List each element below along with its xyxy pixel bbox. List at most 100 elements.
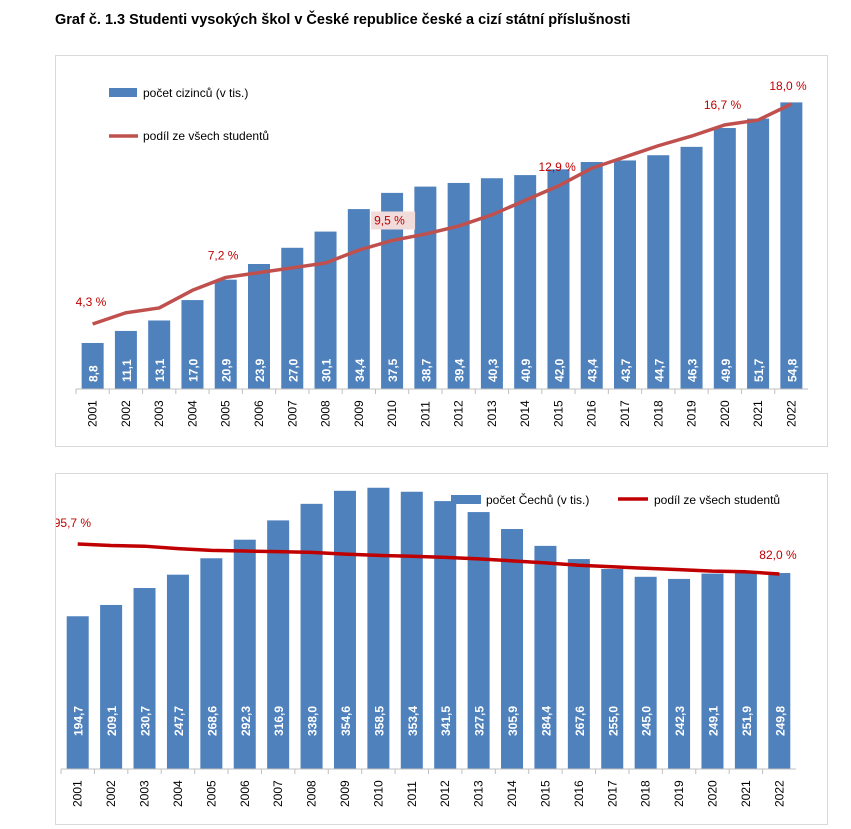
bar bbox=[514, 175, 537, 389]
bar bbox=[713, 128, 736, 389]
bar-value-label: 354,6 bbox=[339, 706, 353, 736]
bar-value-label: 43,4 bbox=[586, 358, 600, 382]
share-line bbox=[92, 102, 793, 326]
x-tick-label: 2022 bbox=[784, 400, 798, 427]
bar-value-label: 194,7 bbox=[72, 706, 86, 736]
x-tick-label: 2004 bbox=[185, 400, 199, 427]
x-tick-label: 2003 bbox=[152, 400, 166, 427]
bar bbox=[601, 568, 624, 769]
bar-value-label: 358,5 bbox=[372, 706, 386, 736]
x-tick-label: 2005 bbox=[219, 400, 233, 427]
bar-value-label: 268,6 bbox=[205, 706, 219, 736]
x-tick-label: 2014 bbox=[518, 400, 532, 427]
x-tick-label: 2012 bbox=[438, 780, 452, 807]
line-annotation: 82,0 % bbox=[759, 548, 797, 562]
bar bbox=[66, 616, 89, 769]
bar bbox=[181, 300, 204, 389]
x-tick-label: 2013 bbox=[485, 400, 499, 427]
page-title: Graf č. 1.3 Studenti vysokých škol v Čes… bbox=[55, 12, 631, 28]
bar bbox=[248, 264, 270, 389]
x-tick-label: 2006 bbox=[252, 400, 266, 427]
bar-value-label: 42,0 bbox=[552, 358, 566, 382]
bar bbox=[647, 155, 670, 389]
line-annotation: 7,2 % bbox=[208, 248, 239, 262]
bar bbox=[634, 576, 657, 769]
legend-bar-label: počet cizinců (v tis.) bbox=[143, 86, 248, 100]
line-annotation: 9,5 % bbox=[374, 213, 405, 227]
annotation-highlight bbox=[371, 211, 416, 230]
bar-value-label: 44,7 bbox=[652, 358, 666, 382]
chart-czechs-panel: 194,7 209,1 230,7 247,7 268,6 292,3 316,9 338,0… bbox=[54, 473, 828, 825]
bar bbox=[534, 545, 557, 769]
bar-value-label: 284,4 bbox=[539, 706, 553, 736]
bar-value-label: 11,1 bbox=[120, 359, 134, 382]
x-tick-label: 2012 bbox=[452, 400, 466, 427]
bar-value-label: 38,7 bbox=[419, 358, 433, 382]
legend-bar-swatch bbox=[109, 88, 137, 97]
bar-value-label: 34,4 bbox=[353, 358, 367, 382]
bar bbox=[314, 231, 337, 389]
bar-value-label: 316,9 bbox=[272, 706, 286, 736]
bar bbox=[133, 588, 156, 769]
bar-value-label: 27,0 bbox=[286, 358, 300, 382]
legend-bar-label: počet Čechů (v tis.) bbox=[486, 492, 589, 507]
bar bbox=[434, 501, 457, 769]
bar bbox=[300, 503, 323, 769]
x-tick-label: 2015 bbox=[551, 400, 565, 427]
legend-line-label: podíl ze všech studentů bbox=[654, 493, 780, 507]
x-tick-label: 2013 bbox=[472, 780, 486, 807]
bar-value-label: 40,9 bbox=[519, 358, 533, 382]
bar-value-label: 17,0 bbox=[186, 358, 200, 382]
x-tick-label: 2001 bbox=[71, 780, 85, 807]
x-tick-label: 2007 bbox=[271, 780, 285, 807]
bar bbox=[447, 182, 470, 389]
x-tick-label: 2022 bbox=[772, 780, 786, 807]
legend-bar-swatch bbox=[451, 495, 481, 504]
x-tick-label: 2009 bbox=[338, 780, 352, 807]
bar-value-label: 20,9 bbox=[220, 358, 234, 382]
x-tick-label: 2016 bbox=[585, 400, 599, 427]
bar bbox=[668, 578, 691, 769]
bar-value-label: 249,1 bbox=[706, 706, 720, 736]
bar bbox=[614, 160, 636, 389]
bar-value-label: 305,9 bbox=[506, 706, 520, 736]
bar bbox=[701, 573, 724, 769]
x-tick-label: 2006 bbox=[238, 780, 252, 807]
bar bbox=[501, 529, 524, 769]
x-tick-label: 2019 bbox=[685, 400, 699, 427]
bar bbox=[734, 571, 757, 769]
x-tick-label: 2004 bbox=[171, 780, 185, 807]
x-tick-label: 2021 bbox=[751, 400, 765, 427]
bar-value-label: 46,3 bbox=[686, 358, 700, 382]
bar-value-label: 292,3 bbox=[239, 706, 253, 736]
bar bbox=[114, 330, 137, 389]
bar-value-label: 249,8 bbox=[773, 706, 787, 736]
bar bbox=[480, 178, 503, 389]
x-tick-label: 2014 bbox=[505, 780, 519, 807]
bar-value-label: 251,9 bbox=[740, 706, 754, 736]
x-tick-label: 2019 bbox=[672, 780, 686, 807]
bar bbox=[200, 558, 223, 769]
line-annotation: 4,3 % bbox=[76, 295, 107, 309]
bar-value-label: 40,3 bbox=[486, 358, 500, 382]
x-tick-label: 2020 bbox=[705, 780, 719, 807]
bar bbox=[467, 512, 490, 769]
bar bbox=[81, 342, 104, 389]
bar-value-label: 8,8 bbox=[87, 365, 101, 382]
bar bbox=[747, 118, 770, 389]
bar-value-label: 245,0 bbox=[640, 706, 654, 736]
bar-value-label: 338,0 bbox=[306, 706, 320, 736]
x-tick-label: 2007 bbox=[285, 400, 299, 427]
bar-value-label: 49,9 bbox=[719, 358, 733, 382]
bar bbox=[414, 186, 437, 389]
bar bbox=[567, 559, 590, 769]
bar bbox=[233, 539, 256, 769]
x-tick-label: 2010 bbox=[371, 780, 385, 807]
bar-value-label: 37,5 bbox=[386, 358, 400, 382]
bar bbox=[100, 604, 123, 769]
bar bbox=[267, 520, 290, 769]
line-annotation: 95,7 % bbox=[56, 516, 91, 530]
x-tick-label: 2016 bbox=[572, 780, 586, 807]
bar-value-label: 341,5 bbox=[439, 706, 453, 736]
bar-value-label: 43,7 bbox=[619, 358, 633, 382]
